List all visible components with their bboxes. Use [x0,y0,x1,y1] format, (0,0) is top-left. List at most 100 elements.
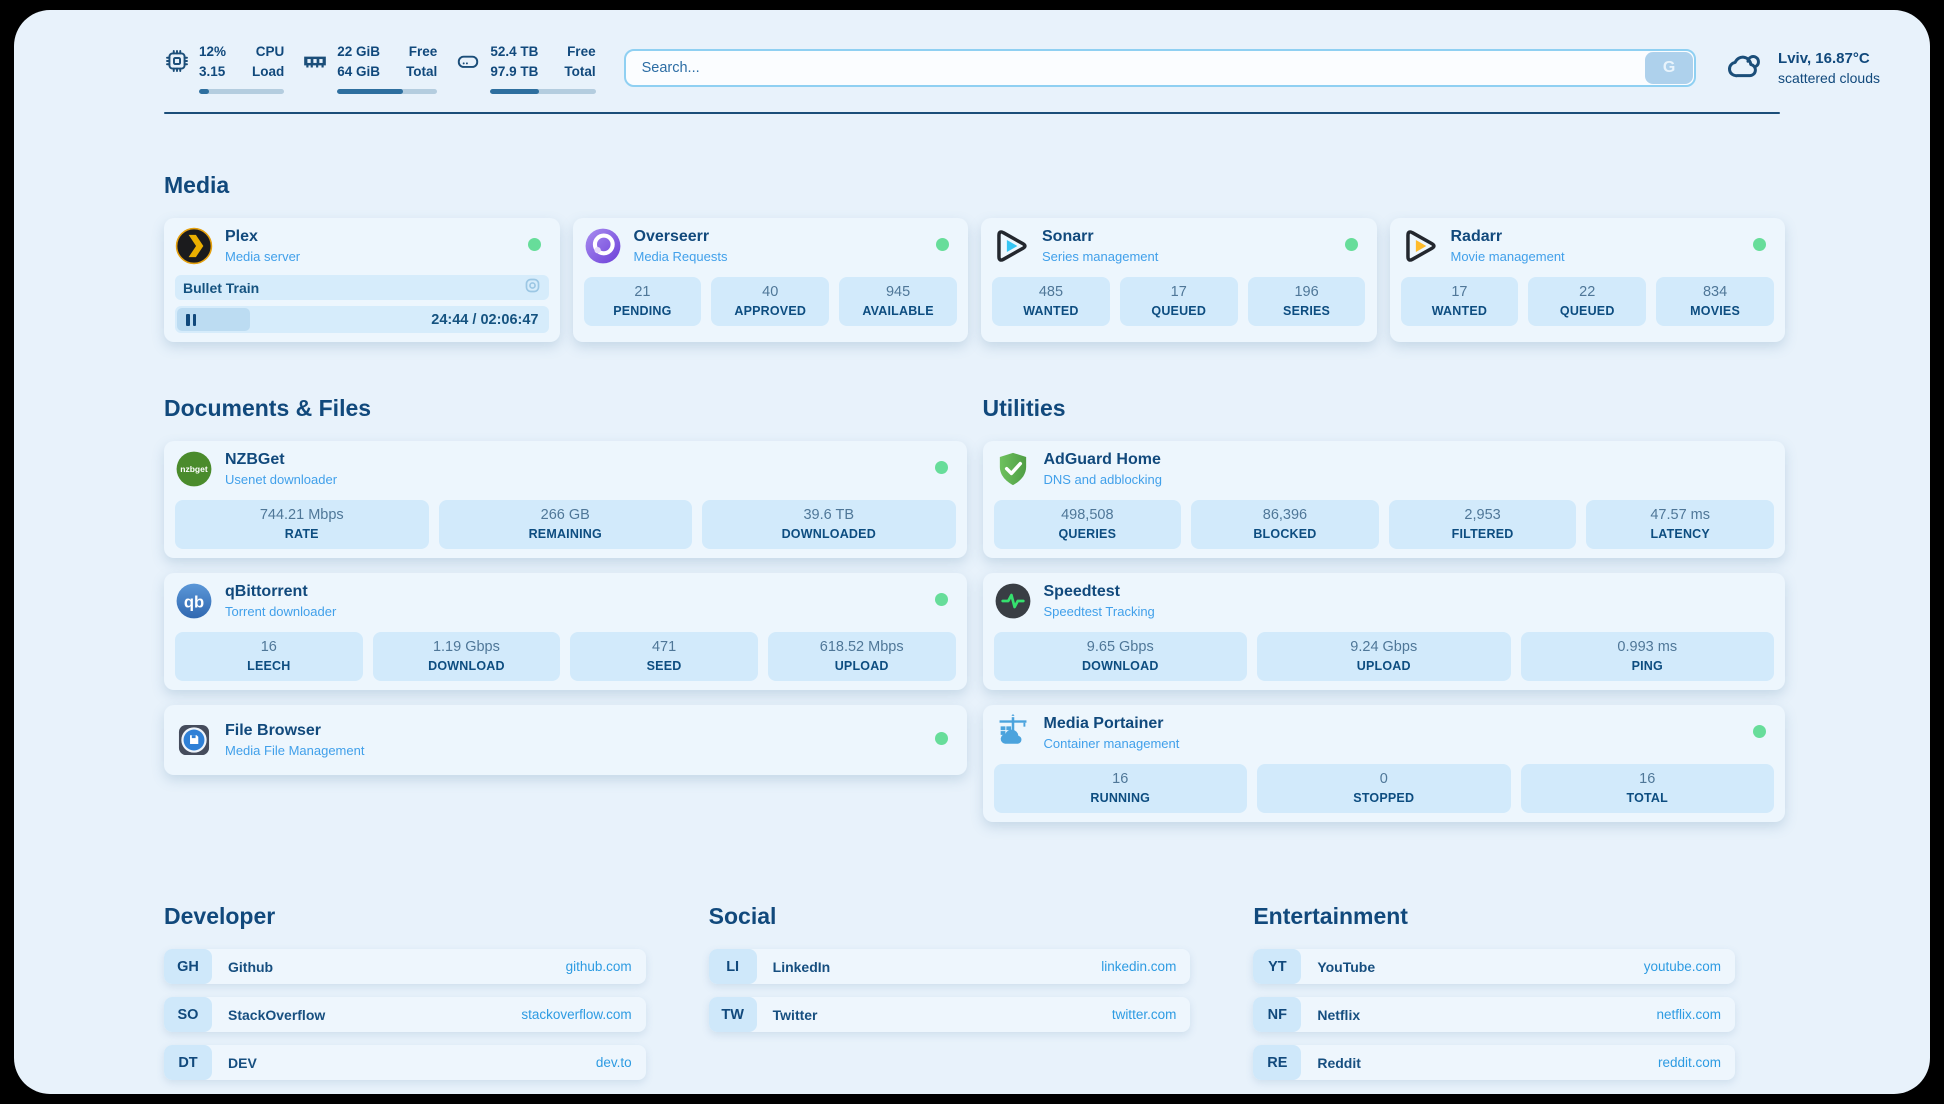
search-input[interactable] [623,49,1697,87]
bookmark-url: stackoverflow.com [521,1007,632,1023]
record-icon[interactable] [524,277,541,299]
bookmark-name: Reddit [1317,1054,1361,1071]
app-card-overseerr[interactable]: Overseerr Media Requests 21 PENDING 40 APP… [572,218,968,343]
app-card-filebrowser[interactable]: File Browser Media File Management [164,705,967,776]
stat: 485 WANTED [992,277,1110,327]
bookmark-reddit[interactable]: RE Reddit reddit.com [1253,1045,1735,1081]
app-name: AdGuard Home [1043,451,1161,469]
stat: 196 SERIES [1247,277,1366,327]
memory-progress-bar [337,88,438,94]
section-title-documents: Documents & Files [164,395,372,422]
app-name: Overseerr [633,228,710,246]
bookmark-dev[interactable]: DT DEV dev.to [164,1045,646,1081]
app-name: File Browser [225,722,322,740]
status-dot [527,238,541,252]
stat-value: 86,396 [1262,507,1308,524]
bookmark-youtube[interactable]: YT YouTube youtube.com [1253,949,1735,985]
stats-row: 21 PENDING 40 APPROVED 945 AVAILABLE [583,277,958,327]
stats-row: 17 WANTED 22 QUEUED 834 MOVIES [1400,277,1775,327]
bookmark-stackoverflow[interactable]: SO StackOverflow stackoverflow.com [164,997,646,1033]
stat-value: 618.52 Mbps [819,639,904,656]
bookmark-abbr: DT [164,1045,212,1081]
stat-value: 1.19 Gbps [432,639,500,656]
app-subtitle: Speedtest Tracking [1043,604,1155,620]
bookmark-name: Netflix [1317,1006,1361,1023]
plex-icon [175,227,213,265]
stat-label: PENDING [613,304,672,319]
now-playing-title: Bullet Train [183,279,260,296]
dashboard: 12% 3.15 CPU Load 22 G [14,10,1930,1094]
radarr-icon [1401,227,1439,265]
stat: 16 RUNNING [993,764,1247,814]
svg-text:nzbget: nzbget [180,464,208,474]
app-card-nzbget[interactable]: nzbget NZBGet Usenet downloader 744.21 M… [164,441,967,559]
bookmark-netflix[interactable]: NF Netflix netflix.com [1253,997,1735,1033]
stat-value: 9.65 Gbps [1086,639,1154,656]
bookmark-twitter[interactable]: TW Twitter twitter.com [708,997,1191,1033]
bookmark-name: DEV [228,1054,257,1071]
stat: 266 GB REMAINING [438,500,692,550]
app-card-sonarr[interactable]: Sonarr Series management 485 WANTED 17 QUE… [981,218,1377,343]
stat: 47.57 ms LATENCY [1586,500,1774,550]
stat-label: QUEUED [1559,304,1615,319]
stat-value: 471 [651,639,677,656]
filebrowser-icon [175,721,213,759]
qbittorrent-icon: qb [175,582,213,620]
disk-icon [455,48,481,79]
status-dot [1344,238,1358,252]
two-column-area: Documents & Files nzbget NZBGet Usenet d… [164,376,1785,823]
stat-label: TOTAL [1626,791,1668,806]
app-card-radarr[interactable]: Radarr Movie management 17 WANTED 22 QUEUE… [1389,218,1785,343]
bookmark-abbr: SO [164,997,212,1033]
disk-label-top: Free [567,44,596,60]
search-engine-button[interactable]: G [1645,52,1694,84]
bookmark-group-entertainment: Entertainment YT YouTube youtube.com NF … [1253,884,1735,1081]
status-dot [1753,238,1766,252]
svg-text:qb: qb [184,593,204,612]
stat-value: 16 [260,639,277,656]
bookmark-linkedin[interactable]: LI LinkedIn linkedin.com [708,949,1191,985]
stat-label: SERIES [1283,304,1331,319]
stat-label: WANTED [1431,304,1488,319]
bookmark-url: twitter.com [1111,1007,1177,1023]
stat: 9.24 Gbps UPLOAD [1257,632,1511,682]
app-name: Sonarr [1042,228,1094,246]
stat-label: DOWNLOAD [1081,659,1159,674]
stat: 744.21 Mbps RATE [175,500,429,550]
bookmark-name: YouTube [1317,958,1376,975]
stat-label: DOWNLOAD [428,659,505,674]
stat-label: LEECH [247,659,291,674]
bookmark-name: StackOverflow [228,1006,326,1023]
app-card-portainer[interactable]: Media Portainer Container management 16 R… [982,705,1785,823]
pause-icon[interactable] [186,313,196,326]
playback-bar: 24:44 / 02:06:47 [175,306,549,334]
stats-row: 498,508 QUERIES 86,396 BLOCKED 2,953 FILTER… [993,500,1774,550]
bookmark-name: Twitter [772,1006,818,1023]
bookmark-abbr: TW [708,997,757,1033]
app-card-speedtest[interactable]: Speedtest Speedtest Tracking 9.65 Gbps DO… [982,573,1785,691]
app-card-adguard[interactable]: AdGuard Home DNS and adblocking 498,508 Q… [982,441,1785,559]
stat-value: 22 [1579,284,1596,301]
bookmark-name: Github [228,958,274,975]
bookmark-abbr: YT [1253,949,1302,985]
bookmark-github[interactable]: GH Github github.com [164,949,646,985]
stat-value: 40 [762,284,779,301]
stat-label: UPLOAD [834,659,889,674]
stat: 16 LEECH [175,632,363,682]
stat: 17 WANTED [1400,277,1519,327]
section-title-developer: Developer [164,903,276,930]
stat-value: 47.57 ms [1650,507,1711,524]
app-card-plex[interactable]: Plex Media server Bullet Train 24:44 / 0… [164,218,560,343]
stats-row: 16 LEECH 1.19 Gbps DOWNLOAD 471 SEED 618.52… [175,632,956,682]
stat: 0 STOPPED [1257,764,1511,814]
app-card-qbittorrent[interactable]: qb qBittorrent Torrent downloader 16 LEEC… [164,573,967,691]
cpu-load-avg: 3.15 [199,64,226,79]
section-title-media: Media [164,172,230,198]
stat-value: 945 [885,284,911,301]
stat: 945 AVAILABLE [839,277,957,327]
disk-label-bottom: Total [564,64,596,79]
bookmark-url: linkedin.com [1101,959,1177,975]
status-dot [936,238,949,252]
stat-label: MOVIES [1690,304,1740,319]
bookmark-name: LinkedIn [772,958,831,975]
